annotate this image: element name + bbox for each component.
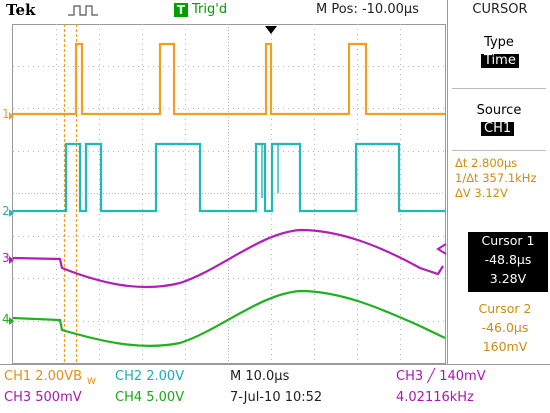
ch1-waveform: [13, 42, 445, 116]
ch4-scale: CH4 5.00V: [115, 390, 185, 405]
ch2-waveform: [13, 142, 445, 213]
ch1-marker-arrow: [9, 112, 14, 120]
cursor2-time: -46.0µs: [481, 320, 529, 335]
type-label: Type: [484, 35, 514, 50]
waveform-display: [12, 24, 447, 364]
ch3-waveform: [12, 228, 444, 289]
trigger-setting: CH3 ╱ 140mV: [396, 369, 486, 384]
ch4-marker: 4: [2, 312, 10, 326]
source-menu-button[interactable]: Source CH1: [448, 98, 550, 148]
trigger-status: Trig'd: [192, 2, 228, 17]
brand-logo: Tek: [6, 1, 36, 19]
ch3-marker: 3: [2, 251, 10, 265]
cursor2-label: Cursor 2: [478, 301, 532, 316]
cursor2-volts: 160mV: [482, 339, 528, 354]
cursor1-menu-button[interactable]: Cursor 1 -48.8µs 3.28V: [468, 232, 548, 292]
source-value: CH1: [481, 122, 515, 136]
bottom-status-bar: CH1 2.00VB W CH2 2.00V M 10.0µs CH3 ╱ 14…: [0, 364, 550, 413]
ch3-scale: CH3 500mV: [4, 390, 82, 405]
graticule: [12, 24, 446, 364]
ch4-marker-arrow: [9, 317, 14, 325]
timebase: M 10.0µs: [230, 369, 290, 384]
delta-t-readout: Δt 2.800µs: [455, 156, 518, 170]
delta-v-readout: ΔV 3.12V: [455, 186, 508, 200]
trigger-status-icon: T: [174, 3, 188, 17]
menu-divider: [452, 150, 546, 151]
cursor2-menu-button[interactable]: Cursor 2 -46.0µs 160mV: [462, 300, 548, 360]
ch2-scale: CH2 2.00V: [115, 369, 185, 384]
ch2-marker: 2: [2, 204, 10, 218]
menu-divider: [452, 88, 546, 89]
menu-title: CURSOR: [472, 2, 528, 17]
type-menu-button[interactable]: Type Time: [448, 30, 550, 80]
ch1-scale: CH1 2.00VB: [4, 369, 83, 384]
ch4-waveform: [12, 289, 446, 347]
acquisition-status-icon: [68, 5, 98, 16]
ch3-reference-arrow: [436, 243, 447, 255]
inverse-delta-t-readout: 1/Δt 357.1kHz: [455, 171, 537, 185]
source-label: Source: [476, 103, 522, 118]
horizontal-position: M Pos: -10.00µs: [316, 2, 419, 17]
trigger-position-marker: [265, 26, 277, 34]
cursor1-label: Cursor 1: [481, 233, 535, 248]
trigger-frequency: 4.02116kHz: [396, 390, 474, 405]
ch1-bandwidth-limit: W: [87, 377, 96, 387]
ch1-marker: 1: [2, 107, 10, 121]
cursor1-time: -48.8µs: [484, 252, 532, 267]
type-value: Time: [481, 54, 519, 68]
ch3-marker-arrow: [9, 256, 14, 264]
menu-panel-divider: [447, 0, 448, 364]
ch2-marker-arrow: [9, 209, 14, 217]
cursor1-volts: 3.28V: [489, 271, 527, 286]
date-time: 7-Jul-10 10:52: [230, 390, 323, 405]
